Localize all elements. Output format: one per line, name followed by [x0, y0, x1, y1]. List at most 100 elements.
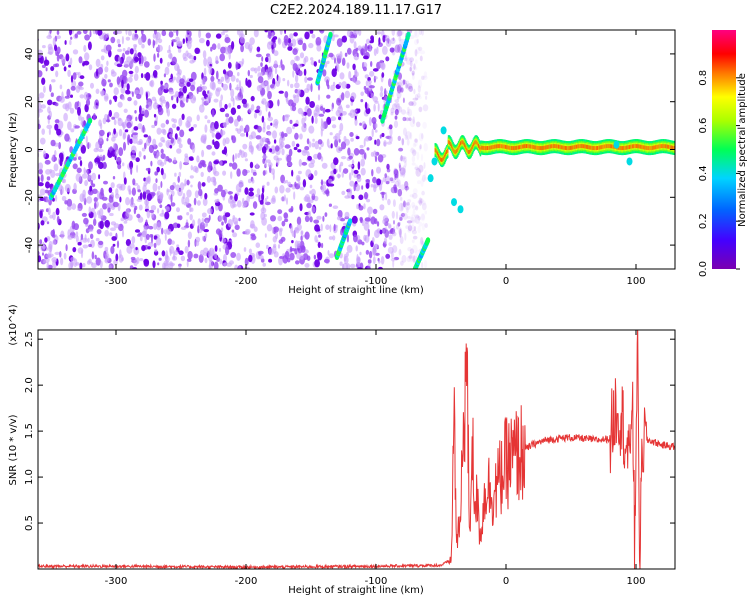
noise-cell: [260, 62, 263, 67]
noise-cell: [351, 77, 356, 83]
noise-cell: [406, 220, 413, 224]
noise-cell: [331, 68, 337, 78]
noise-cell: [341, 57, 346, 66]
noise-cell: [98, 129, 105, 137]
noise-cell: [31, 173, 36, 180]
noise-cell: [251, 168, 254, 174]
noise-cell: [363, 138, 366, 147]
noise-cell: [242, 204, 246, 208]
noise-cell: [360, 158, 366, 167]
carrier-cell: [624, 145, 627, 150]
carrier-cell: [464, 144, 467, 149]
noise-cell: [201, 149, 205, 158]
noise-cell: [119, 185, 123, 191]
carrier-cell: [589, 145, 592, 150]
noise-cell: [337, 99, 342, 103]
noise-cell: [301, 161, 308, 166]
noise-cell: [154, 171, 159, 176]
noise-cell: [254, 109, 260, 114]
noise-cell: [369, 90, 372, 95]
carrier-cell: [574, 144, 577, 149]
noise-cell: [201, 97, 205, 107]
noise-cell: [238, 33, 245, 39]
noise-cell: [169, 144, 173, 149]
carrier-cell: [617, 145, 620, 150]
noise-cell: [56, 35, 61, 39]
carrier-cell: [632, 144, 635, 149]
noise-cell: [167, 158, 173, 163]
noise-cell: [305, 96, 310, 105]
noise-cell: [178, 117, 183, 127]
carrier-cell: [631, 144, 634, 149]
carrier-cell: [469, 149, 472, 154]
noise-cell: [149, 209, 155, 213]
noise-cell: [152, 260, 156, 269]
noise-cell: [373, 103, 376, 112]
y-tick-label: 0.5: [24, 515, 35, 531]
noise-cell: [190, 126, 194, 131]
noise-cell: [177, 175, 180, 183]
noise-cell: [50, 92, 54, 97]
noise-cell: [100, 122, 103, 130]
noise-cell: [107, 207, 111, 213]
carrier-cell: [483, 146, 486, 150]
noise-cell: [310, 57, 314, 61]
noise-cell: [192, 144, 196, 154]
noise-cell: [110, 245, 115, 255]
noise-cell: [398, 79, 404, 88]
noise-cell: [388, 230, 392, 235]
noise-cell: [98, 215, 103, 219]
carrier-cell: [625, 145, 628, 150]
noise-cell: [129, 243, 135, 249]
noise-cell: [238, 80, 242, 89]
noise-cell: [121, 36, 124, 45]
noise-cell: [91, 251, 95, 260]
noise-cell: [48, 128, 52, 136]
noise-cell: [295, 260, 300, 265]
carrier-cell: [438, 154, 440, 159]
carrier-cell: [669, 145, 671, 150]
noise-cell: [72, 157, 77, 161]
noise-cell: [153, 151, 157, 156]
noise-cell: [401, 202, 403, 211]
carrier-cell: [514, 146, 517, 150]
noise-cell: [70, 75, 74, 83]
noise-cell: [341, 171, 344, 178]
noise-cell: [84, 234, 87, 241]
noise-cell: [237, 105, 241, 109]
noise-cell: [418, 30, 423, 35]
carrier-cell: [542, 145, 545, 150]
noise-cell: [313, 219, 320, 224]
carrier-cell: [606, 144, 609, 149]
noise-cell: [319, 106, 324, 111]
noise-cell: [169, 133, 173, 138]
carrier-cell: [621, 146, 624, 151]
noise-cell: [186, 189, 192, 198]
noise-cell: [107, 79, 111, 83]
noise-cell: [335, 61, 339, 70]
noise-cell: [385, 35, 390, 42]
noise-cell: [395, 211, 399, 220]
noise-cell: [404, 160, 407, 168]
noise-cell: [397, 135, 401, 141]
noise-cell: [42, 45, 46, 49]
noise-cell: [134, 89, 140, 95]
noise-cell: [186, 260, 189, 268]
noise-cell: [296, 223, 302, 231]
noise-cell: [283, 194, 286, 202]
noise-cell: [129, 138, 133, 145]
carrier-cell: [565, 146, 567, 150]
noise-cell: [346, 234, 349, 243]
noise-cell: [190, 94, 197, 104]
noise-cell: [259, 137, 264, 147]
noise-cell: [61, 195, 67, 202]
noise-cell: [71, 203, 77, 210]
noise-cell: [113, 111, 120, 119]
noise-cell: [176, 137, 182, 145]
noise-cell: [396, 84, 402, 94]
noise-cell: [76, 30, 82, 35]
noise-cell: [155, 237, 162, 246]
noise-cell: [135, 247, 138, 251]
noise-cell: [131, 134, 134, 138]
noise-cell: [121, 79, 124, 89]
